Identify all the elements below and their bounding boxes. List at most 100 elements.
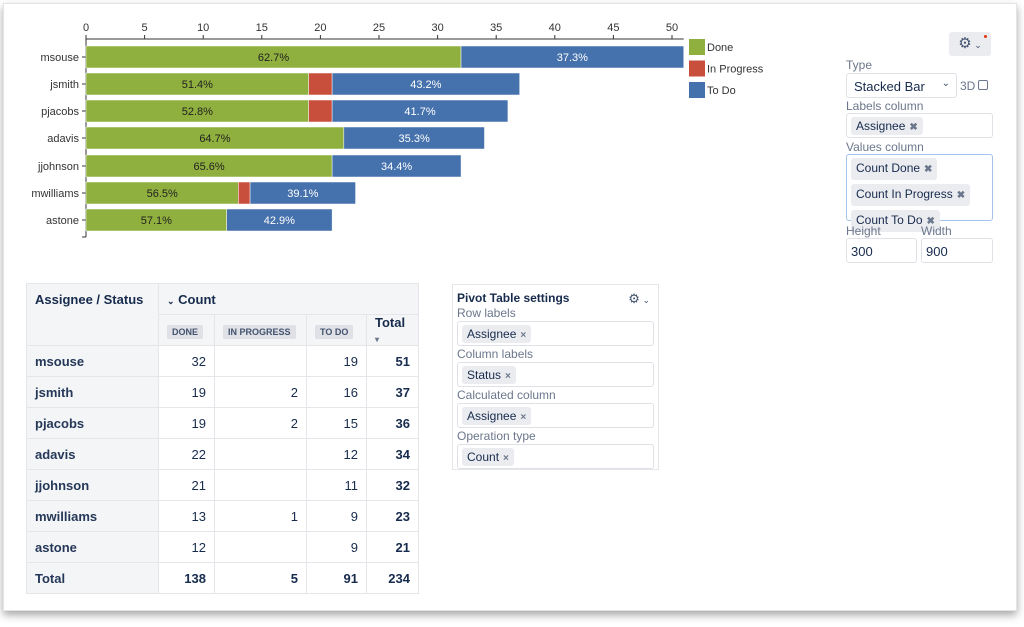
- table-row: astone 12 9 21: [26, 531, 419, 563]
- cell-inprog: 2: [214, 407, 307, 439]
- chevron-down-icon: ⌄: [971, 40, 982, 50]
- labels-column-input[interactable]: Assignee ✖: [846, 113, 993, 138]
- cell-total: 21: [366, 531, 419, 563]
- column-header-in-progress[interactable]: IN PROGRESS: [214, 314, 307, 346]
- cell-done: 138: [158, 562, 215, 594]
- cell-done: 12: [158, 531, 215, 563]
- x-tick-label: 15: [256, 22, 268, 34]
- bar-in-progress: [308, 99, 333, 123]
- cell-name: pjacobs: [26, 407, 159, 439]
- row-labels-input[interactable]: Assignee ×: [457, 321, 654, 346]
- column-header-done[interactable]: DONE: [158, 314, 215, 346]
- cell-inprog: [214, 469, 307, 501]
- cell-todo: 9: [306, 500, 367, 532]
- height-input[interactable]: 300: [846, 238, 917, 263]
- column-labels-label: Column labels: [457, 347, 534, 361]
- operation-type-input[interactable]: Count ×: [457, 444, 654, 469]
- type-label: Type: [846, 58, 873, 72]
- count-header[interactable]: ⌄ Count: [158, 283, 419, 315]
- remove-icon[interactable]: ×: [520, 412, 527, 423]
- table-row: mwilliams 13 1 9 23: [26, 500, 419, 532]
- cell-total: 234: [366, 562, 419, 594]
- 3d-checkbox[interactable]: [978, 80, 988, 90]
- gear-icon: ⚙: [958, 35, 972, 52]
- cell-inprog: [214, 531, 307, 563]
- remove-icon[interactable]: ✖: [956, 190, 966, 201]
- remove-icon[interactable]: ×: [503, 453, 509, 464]
- legend-swatch: [689, 39, 705, 55]
- bar-to-do: [226, 208, 333, 232]
- tag-count-done: Count Done ✖: [851, 158, 938, 180]
- data-label: 34.4%: [381, 161, 412, 173]
- pivot-settings-button[interactable]: ⚙ ⌄: [628, 291, 650, 307]
- data-label: 41.7%: [404, 106, 435, 118]
- column-header-total[interactable]: Total ▾: [366, 314, 419, 346]
- bar-in-progress: [308, 72, 333, 96]
- cell-todo: 9: [306, 531, 367, 563]
- cell-total: 36: [366, 407, 419, 439]
- tag-assignee: Assignee ✖: [851, 117, 923, 135]
- width-input[interactable]: 900: [921, 238, 993, 263]
- data-label: 37.3%: [557, 52, 588, 64]
- cell-done: 19: [158, 376, 215, 408]
- cell-todo: 12: [306, 438, 367, 470]
- cell-name: jsmith: [26, 376, 159, 408]
- legend-label: In Progress: [707, 64, 764, 76]
- x-tick-label: 45: [607, 22, 619, 34]
- remove-icon[interactable]: ✖: [909, 122, 918, 133]
- cell-done: 19: [158, 407, 215, 439]
- data-label: 57.1%: [141, 215, 172, 227]
- labels-column-label: Labels column: [846, 99, 924, 113]
- x-tick-label: 0: [83, 22, 89, 34]
- legend-label: Done: [707, 42, 733, 54]
- remove-icon[interactable]: ✖: [926, 216, 935, 227]
- calculated-column-input[interactable]: Assignee ×: [457, 403, 654, 428]
- x-tick-label: 40: [549, 22, 561, 34]
- cell-total: 34: [366, 438, 419, 470]
- cell-done: 21: [158, 469, 215, 501]
- data-label: 65.6%: [193, 161, 224, 173]
- height-label: Height: [846, 224, 881, 238]
- y-tick-label: adavis: [47, 133, 79, 145]
- legend-swatch: [689, 60, 705, 77]
- y-tick-label: pjacobs: [41, 106, 79, 118]
- legend-swatch: [689, 82, 705, 98]
- bar-to-do: [460, 45, 684, 69]
- data-label: 51.4%: [182, 79, 213, 91]
- cell-inprog: [214, 345, 307, 377]
- cell-name: Total: [26, 562, 159, 594]
- remove-icon[interactable]: ×: [520, 330, 527, 341]
- table-row: msouse 32 19 51: [26, 345, 419, 377]
- x-tick-label: 5: [142, 22, 148, 34]
- type-select[interactable]: Stacked Bar ⌄: [846, 73, 957, 98]
- cell-done: 32: [158, 345, 215, 377]
- cell-todo: 91: [306, 562, 367, 594]
- operation-type-label: Operation type: [457, 429, 536, 443]
- cell-todo: 15: [306, 407, 367, 439]
- corner-header: Assignee / Status: [26, 283, 159, 346]
- column-labels-input[interactable]: Status ×: [457, 362, 654, 387]
- tag: Count ×: [462, 448, 514, 466]
- column-header-to-do[interactable]: TO DO: [306, 314, 367, 346]
- cell-total: 37: [366, 376, 419, 408]
- cell-inprog: 1: [214, 500, 307, 532]
- 3d-label: 3D: [960, 79, 976, 93]
- remove-icon[interactable]: ✖: [924, 164, 933, 175]
- remove-icon[interactable]: ×: [505, 371, 511, 382]
- values-column-input[interactable]: Count Done ✖ Count In Progress ✖ Count To …: [846, 154, 993, 232]
- data-label: 64.7%: [199, 133, 230, 145]
- tag-count-to-do: Count To Do ✖: [851, 210, 940, 232]
- legend-label: To Do: [707, 85, 736, 97]
- cell-todo: 19: [306, 345, 367, 377]
- cell-name: jjohnson: [26, 469, 159, 501]
- chart-settings-button[interactable]: ⚙ ⌄: [949, 32, 991, 56]
- table-row: jjohnson 21 11 32: [26, 469, 419, 501]
- calculated-column-label: Calculated column: [457, 388, 556, 402]
- bar-to-do: [249, 181, 356, 205]
- x-tick-label: 10: [197, 22, 209, 34]
- cell-todo: 11: [306, 469, 367, 501]
- data-label: 43.2%: [410, 79, 441, 91]
- data-label: 62.7%: [258, 52, 289, 64]
- cell-total: 51: [366, 345, 419, 377]
- tag: Assignee ×: [462, 325, 532, 343]
